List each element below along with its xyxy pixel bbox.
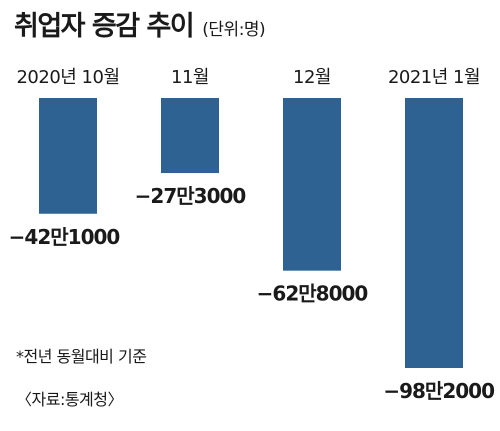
category-label: 11월	[171, 67, 209, 88]
bar	[39, 98, 97, 214]
unit-label: (단위:명)	[202, 20, 266, 40]
footnote-basis: *전년 동월대비 기준	[16, 347, 147, 366]
bar	[405, 98, 463, 368]
value-label: −98만2000	[383, 379, 494, 403]
value-label: −27만3000	[135, 184, 246, 208]
bar	[283, 98, 341, 271]
footnote-source: 〈자료:통계청〉	[16, 390, 124, 409]
bar	[161, 98, 219, 174]
value-label: −42만1000	[9, 225, 120, 249]
chart-title: 취업자 증감 추이	[14, 11, 195, 42]
category-label: 2020년 10월	[16, 67, 119, 88]
value-label: −62만8000	[257, 282, 368, 306]
title-row: 취업자 증감 추이 (단위:명)	[14, 4, 266, 43]
category-label: 2021년 1월	[388, 67, 480, 88]
category-label: 12월	[293, 67, 331, 88]
